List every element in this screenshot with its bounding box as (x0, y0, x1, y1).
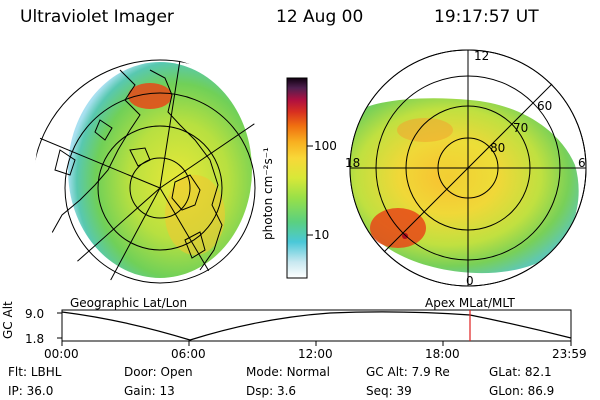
mlt-label-18: 18 (345, 156, 361, 170)
mlt-label-6: 6 (578, 156, 586, 170)
altitude-xtick-2359: 23:59 (552, 347, 587, 361)
info-ip: IP: 36.0 (8, 384, 54, 398)
info-seq: Seq: 39 (366, 384, 412, 398)
altitude-ytick-1-8: 1.8 (25, 332, 45, 346)
mlt-label-0: 0 (466, 274, 474, 288)
geographic-map (35, 59, 265, 287)
colorbar-unit-label: photon cm⁻²s⁻¹ (261, 147, 275, 240)
colorbar-gradient (286, 77, 308, 279)
lat-label-60: 60 (537, 99, 553, 113)
lat-label-80: 80 (490, 141, 506, 155)
emission-hotspot-left (128, 83, 172, 109)
info-flt: Flt: LBHL (8, 365, 62, 379)
info-door: Door: Open (124, 365, 193, 379)
altitude-xtick-0000: 00:00 (44, 347, 79, 361)
magnetic-map (349, 49, 587, 287)
right-map-caption: Apex MLat/MLT (425, 296, 515, 310)
info-gc-alt: GC Alt: 7.9 Re (366, 365, 450, 379)
info-mode: Mode: Normal (246, 365, 330, 379)
date-label: 12 Aug 00 (276, 7, 364, 27)
colorbar-tick-100: 100 (314, 139, 337, 153)
altitude-ytick-9: 9.0 (25, 307, 45, 321)
left-map-caption: Geographic Lat/Lon (70, 296, 188, 310)
info-dsp: Dsp: 3.6 (246, 384, 297, 398)
altitude-xtick-1800: 18:00 (425, 347, 460, 361)
mlt-label-12: 12 (474, 49, 490, 63)
colorbar-tick-10: 10 (314, 228, 330, 242)
time-label: 19:17:57 UT (434, 7, 539, 27)
info-gain: Gain: 13 (124, 384, 175, 398)
info-glat: GLat: 82.1 (489, 365, 552, 379)
altitude-plot (57, 309, 572, 346)
altitude-xtick-0600: 06:00 (171, 347, 206, 361)
lat-label-70: 70 (513, 121, 529, 135)
altitude-plot-frame (61, 309, 572, 342)
altitude-curve (61, 311, 572, 341)
altitude-xtick-1200: 12:00 (298, 347, 333, 361)
colorbar (286, 77, 313, 279)
instrument-title: Ultraviolet Imager (20, 7, 174, 27)
info-glon: GLon: 86.9 (489, 384, 555, 398)
altitude-ylabel: GC Alt (1, 301, 15, 339)
